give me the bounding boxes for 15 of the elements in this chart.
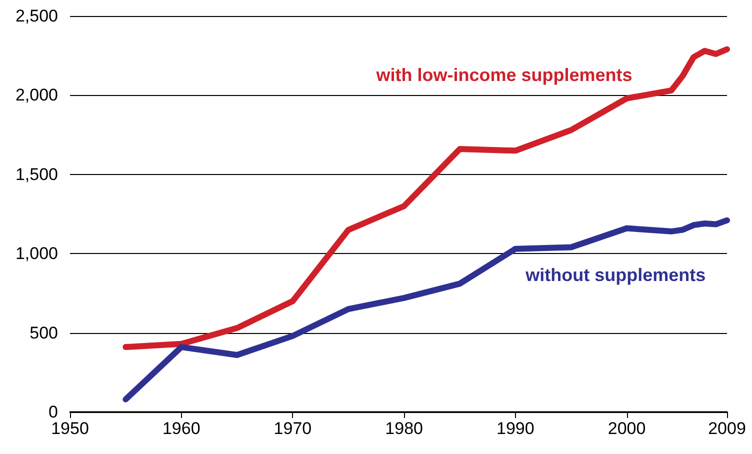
x-tick-label: 1990 (496, 419, 534, 438)
y-tick-label: 1,000 (15, 244, 58, 264)
series-label: without supplements (524, 264, 706, 285)
y-tick-label: 2,500 (15, 6, 58, 26)
y-tick-label: 1,500 (15, 164, 58, 184)
x-tick-label: 1960 (162, 419, 200, 438)
x-tick-label: 1950 (51, 419, 89, 438)
y-tick-label: 0 (48, 402, 58, 422)
series-label: with low-income supplements (375, 65, 632, 86)
y-tick-label: 500 (30, 323, 58, 342)
y-tick-label: 2,000 (15, 86, 58, 105)
x-tick-label: 2009 (708, 419, 746, 438)
x-tick-label: 1970 (274, 419, 312, 438)
x-tick-label: 2000 (608, 419, 646, 438)
x-tick-label: 1980 (385, 419, 423, 438)
